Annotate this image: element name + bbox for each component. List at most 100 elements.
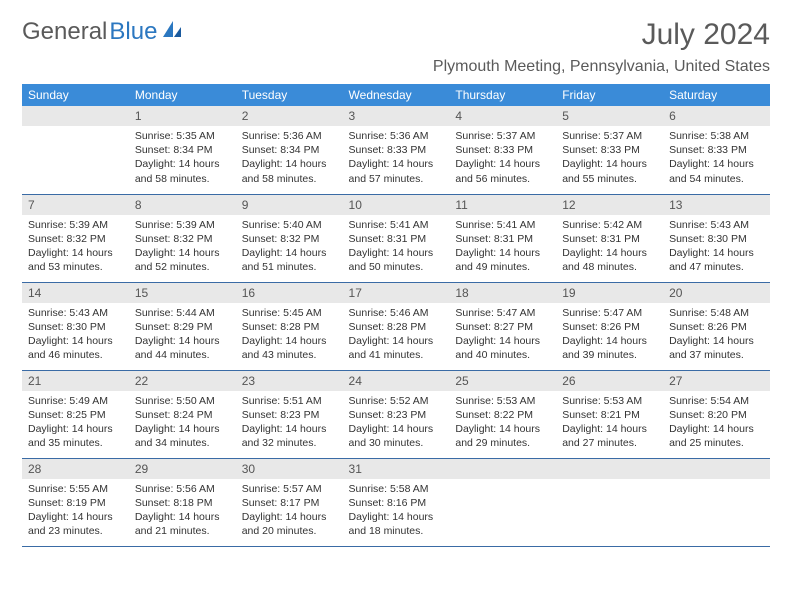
col-sunday: Sunday xyxy=(22,84,129,106)
calendar-day-cell: 26Sunrise: 5:53 AMSunset: 8:21 PMDayligh… xyxy=(556,370,663,458)
calendar-day-cell: 12Sunrise: 5:42 AMSunset: 8:31 PMDayligh… xyxy=(556,194,663,282)
logo-text-blue: Blue xyxy=(109,18,157,46)
day-content: Sunrise: 5:50 AMSunset: 8:24 PMDaylight:… xyxy=(129,391,236,457)
day-content: Sunrise: 5:49 AMSunset: 8:25 PMDaylight:… xyxy=(22,391,129,457)
day-number xyxy=(449,459,556,479)
calendar-day-cell: 31Sunrise: 5:58 AMSunset: 8:16 PMDayligh… xyxy=(343,458,450,546)
calendar-day-cell: 2Sunrise: 5:36 AMSunset: 8:34 PMDaylight… xyxy=(236,106,343,194)
calendar-day-cell: 13Sunrise: 5:43 AMSunset: 8:30 PMDayligh… xyxy=(663,194,770,282)
calendar-day-cell: 14Sunrise: 5:43 AMSunset: 8:30 PMDayligh… xyxy=(22,282,129,370)
day-number: 8 xyxy=(129,195,236,215)
day-content: Sunrise: 5:55 AMSunset: 8:19 PMDaylight:… xyxy=(22,479,129,545)
calendar-day-cell: 10Sunrise: 5:41 AMSunset: 8:31 PMDayligh… xyxy=(343,194,450,282)
calendar-day-cell: 18Sunrise: 5:47 AMSunset: 8:27 PMDayligh… xyxy=(449,282,556,370)
calendar-day-cell: 22Sunrise: 5:50 AMSunset: 8:24 PMDayligh… xyxy=(129,370,236,458)
day-number xyxy=(663,459,770,479)
day-content: Sunrise: 5:39 AMSunset: 8:32 PMDaylight:… xyxy=(129,215,236,281)
title-block: July 2024 Plymouth Meeting, Pennsylvania… xyxy=(433,18,770,76)
calendar-day-cell xyxy=(556,458,663,546)
weekday-header-row: Sunday Monday Tuesday Wednesday Thursday… xyxy=(22,84,770,106)
calendar-day-cell: 29Sunrise: 5:56 AMSunset: 8:18 PMDayligh… xyxy=(129,458,236,546)
col-thursday: Thursday xyxy=(449,84,556,106)
calendar-day-cell: 3Sunrise: 5:36 AMSunset: 8:33 PMDaylight… xyxy=(343,106,450,194)
day-number: 7 xyxy=(22,195,129,215)
calendar-day-cell: 16Sunrise: 5:45 AMSunset: 8:28 PMDayligh… xyxy=(236,282,343,370)
calendar-week-row: 14Sunrise: 5:43 AMSunset: 8:30 PMDayligh… xyxy=(22,282,770,370)
calendar-day-cell xyxy=(663,458,770,546)
day-content: Sunrise: 5:47 AMSunset: 8:26 PMDaylight:… xyxy=(556,303,663,369)
day-content: Sunrise: 5:39 AMSunset: 8:32 PMDaylight:… xyxy=(22,215,129,281)
day-number: 17 xyxy=(343,283,450,303)
day-number: 10 xyxy=(343,195,450,215)
day-content: Sunrise: 5:44 AMSunset: 8:29 PMDaylight:… xyxy=(129,303,236,369)
day-content: Sunrise: 5:36 AMSunset: 8:34 PMDaylight:… xyxy=(236,126,343,192)
day-number: 24 xyxy=(343,371,450,391)
day-number: 27 xyxy=(663,371,770,391)
calendar-day-cell xyxy=(449,458,556,546)
calendar-day-cell: 30Sunrise: 5:57 AMSunset: 8:17 PMDayligh… xyxy=(236,458,343,546)
col-monday: Monday xyxy=(129,84,236,106)
day-content: Sunrise: 5:36 AMSunset: 8:33 PMDaylight:… xyxy=(343,126,450,192)
day-content: Sunrise: 5:47 AMSunset: 8:27 PMDaylight:… xyxy=(449,303,556,369)
day-content: Sunrise: 5:43 AMSunset: 8:30 PMDaylight:… xyxy=(22,303,129,369)
col-wednesday: Wednesday xyxy=(343,84,450,106)
col-friday: Friday xyxy=(556,84,663,106)
day-number: 3 xyxy=(343,106,450,126)
day-content: Sunrise: 5:37 AMSunset: 8:33 PMDaylight:… xyxy=(449,126,556,192)
day-number: 14 xyxy=(22,283,129,303)
day-number: 1 xyxy=(129,106,236,126)
day-number: 13 xyxy=(663,195,770,215)
day-number: 31 xyxy=(343,459,450,479)
day-content: Sunrise: 5:41 AMSunset: 8:31 PMDaylight:… xyxy=(343,215,450,281)
day-number: 2 xyxy=(236,106,343,126)
day-number: 15 xyxy=(129,283,236,303)
day-number: 16 xyxy=(236,283,343,303)
location: Plymouth Meeting, Pennsylvania, United S… xyxy=(433,58,770,76)
day-content: Sunrise: 5:43 AMSunset: 8:30 PMDaylight:… xyxy=(663,215,770,281)
calendar-day-cell: 24Sunrise: 5:52 AMSunset: 8:23 PMDayligh… xyxy=(343,370,450,458)
day-content: Sunrise: 5:35 AMSunset: 8:34 PMDaylight:… xyxy=(129,126,236,192)
calendar-week-row: 7Sunrise: 5:39 AMSunset: 8:32 PMDaylight… xyxy=(22,194,770,282)
day-number: 23 xyxy=(236,371,343,391)
day-content: Sunrise: 5:57 AMSunset: 8:17 PMDaylight:… xyxy=(236,479,343,545)
logo: GeneralBlue xyxy=(22,18,183,46)
day-content: Sunrise: 5:53 AMSunset: 8:21 PMDaylight:… xyxy=(556,391,663,457)
day-number: 21 xyxy=(22,371,129,391)
day-content: Sunrise: 5:51 AMSunset: 8:23 PMDaylight:… xyxy=(236,391,343,457)
day-number: 5 xyxy=(556,106,663,126)
day-number: 4 xyxy=(449,106,556,126)
day-number: 9 xyxy=(236,195,343,215)
calendar-week-row: 1Sunrise: 5:35 AMSunset: 8:34 PMDaylight… xyxy=(22,106,770,194)
day-content: Sunrise: 5:41 AMSunset: 8:31 PMDaylight:… xyxy=(449,215,556,281)
calendar-day-cell: 1Sunrise: 5:35 AMSunset: 8:34 PMDaylight… xyxy=(129,106,236,194)
day-number: 22 xyxy=(129,371,236,391)
day-content: Sunrise: 5:58 AMSunset: 8:16 PMDaylight:… xyxy=(343,479,450,545)
calendar-day-cell: 28Sunrise: 5:55 AMSunset: 8:19 PMDayligh… xyxy=(22,458,129,546)
day-number: 20 xyxy=(663,283,770,303)
header: GeneralBlue July 2024 Plymouth Meeting, … xyxy=(22,18,770,76)
month-year: July 2024 xyxy=(433,18,770,52)
day-content: Sunrise: 5:45 AMSunset: 8:28 PMDaylight:… xyxy=(236,303,343,369)
day-content: Sunrise: 5:38 AMSunset: 8:33 PMDaylight:… xyxy=(663,126,770,192)
day-number: 25 xyxy=(449,371,556,391)
day-content: Sunrise: 5:37 AMSunset: 8:33 PMDaylight:… xyxy=(556,126,663,192)
day-number xyxy=(22,106,129,126)
day-content: Sunrise: 5:56 AMSunset: 8:18 PMDaylight:… xyxy=(129,479,236,545)
calendar-day-cell: 23Sunrise: 5:51 AMSunset: 8:23 PMDayligh… xyxy=(236,370,343,458)
day-content: Sunrise: 5:54 AMSunset: 8:20 PMDaylight:… xyxy=(663,391,770,457)
calendar-day-cell: 19Sunrise: 5:47 AMSunset: 8:26 PMDayligh… xyxy=(556,282,663,370)
day-content: Sunrise: 5:48 AMSunset: 8:26 PMDaylight:… xyxy=(663,303,770,369)
day-content: Sunrise: 5:42 AMSunset: 8:31 PMDaylight:… xyxy=(556,215,663,281)
calendar-day-cell: 9Sunrise: 5:40 AMSunset: 8:32 PMDaylight… xyxy=(236,194,343,282)
calendar-week-row: 28Sunrise: 5:55 AMSunset: 8:19 PMDayligh… xyxy=(22,458,770,546)
day-number: 29 xyxy=(129,459,236,479)
day-content: Sunrise: 5:46 AMSunset: 8:28 PMDaylight:… xyxy=(343,303,450,369)
calendar-day-cell: 5Sunrise: 5:37 AMSunset: 8:33 PMDaylight… xyxy=(556,106,663,194)
day-number: 11 xyxy=(449,195,556,215)
calendar-day-cell: 8Sunrise: 5:39 AMSunset: 8:32 PMDaylight… xyxy=(129,194,236,282)
day-number: 30 xyxy=(236,459,343,479)
calendar-day-cell: 17Sunrise: 5:46 AMSunset: 8:28 PMDayligh… xyxy=(343,282,450,370)
calendar-day-cell: 11Sunrise: 5:41 AMSunset: 8:31 PMDayligh… xyxy=(449,194,556,282)
logo-text-general: General xyxy=(22,18,107,46)
calendar-day-cell: 21Sunrise: 5:49 AMSunset: 8:25 PMDayligh… xyxy=(22,370,129,458)
